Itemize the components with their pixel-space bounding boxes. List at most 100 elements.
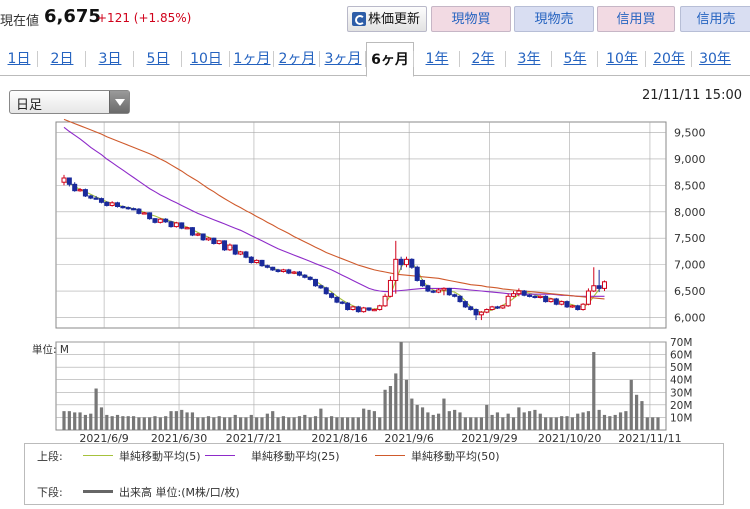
candle-body bbox=[216, 240, 222, 244]
cash-sell-button[interactable]: 現物売 bbox=[514, 6, 594, 32]
margin-buy-button[interactable]: 信用買 bbox=[597, 6, 675, 32]
candle-body bbox=[345, 302, 351, 311]
volume-bar bbox=[463, 417, 467, 430]
candle-body bbox=[452, 294, 458, 297]
period-tab-8[interactable]: 6ヶ月 bbox=[366, 42, 414, 77]
candle-body bbox=[585, 290, 591, 305]
price-plot-frame bbox=[55, 121, 667, 329]
period-tab-12[interactable]: 5年 bbox=[563, 51, 587, 67]
volume-bar bbox=[287, 417, 291, 430]
candle-body bbox=[527, 294, 533, 297]
candle-body bbox=[371, 309, 377, 312]
volume-bar bbox=[180, 409, 184, 430]
candle-body bbox=[329, 293, 335, 298]
volume-tick-label: 40M bbox=[670, 375, 692, 387]
candle-body bbox=[548, 298, 554, 303]
volume-bar bbox=[495, 412, 500, 430]
refresh-price-button[interactable]: 株価更新 bbox=[347, 6, 427, 32]
volume-bar bbox=[570, 417, 574, 430]
volume-bar bbox=[560, 416, 564, 430]
candle-body bbox=[489, 306, 495, 311]
candle-body bbox=[355, 306, 361, 313]
period-tab-2[interactable]: 3日 bbox=[98, 51, 122, 67]
period-tab-7[interactable]: 3ヶ月 bbox=[324, 51, 362, 67]
volume-tick-label: 30M bbox=[670, 387, 692, 399]
candle-body bbox=[163, 218, 169, 223]
candle-body bbox=[543, 295, 549, 303]
candle-body bbox=[505, 295, 511, 307]
current-price-label: 現在値 bbox=[0, 14, 40, 29]
period-tab-6[interactable]: 2ヶ月 bbox=[278, 51, 316, 67]
period-tab-9[interactable]: 1年 bbox=[425, 51, 449, 67]
volume-bar bbox=[276, 417, 280, 430]
candle-body bbox=[259, 259, 265, 267]
candle-body bbox=[532, 295, 538, 299]
candle-body bbox=[436, 289, 442, 293]
x-tick-label: 2021/7/21 bbox=[226, 432, 282, 445]
cash-buy-button[interactable]: 現物買 bbox=[431, 6, 511, 32]
volume-bar bbox=[383, 389, 387, 430]
volume-tick-label: 60M bbox=[670, 350, 692, 362]
volume-bar bbox=[415, 404, 419, 430]
volume-bar bbox=[388, 386, 393, 430]
period-tab-5[interactable]: 1ヶ月 bbox=[233, 51, 271, 67]
volume-bar bbox=[618, 412, 623, 430]
period-divider bbox=[319, 51, 320, 67]
candle-body bbox=[334, 296, 340, 303]
candle-body bbox=[313, 278, 319, 287]
period-tab-11[interactable]: 3年 bbox=[517, 51, 541, 67]
period-tab-15[interactable]: 30年 bbox=[699, 51, 731, 67]
chart-timestamp: 21/11/11 15:00 bbox=[642, 88, 742, 103]
volume-bar bbox=[158, 417, 162, 430]
period-tab-1[interactable]: 2日 bbox=[50, 51, 74, 67]
candle-body bbox=[484, 309, 490, 313]
candle-body bbox=[377, 305, 383, 311]
candle-body bbox=[270, 266, 276, 271]
quote-header: 現在値 6,675 +121 (+1.85%) 株価更新 現物買 現物売 信用買… bbox=[0, 0, 750, 38]
interval-select[interactable]: 日足 bbox=[9, 90, 130, 114]
candle-body bbox=[339, 301, 345, 304]
period-tabs: 1日 2日 3日 5日 10日 1ヶ月 2ヶ月 3ヶ月 6ヶ月 1年 2年 3年 5年 10年 20年 30年 bbox=[0, 42, 750, 77]
period-tab-0[interactable]: 1日 bbox=[7, 51, 31, 67]
candle-body bbox=[243, 251, 249, 258]
period-tab-3[interactable]: 5日 bbox=[146, 51, 170, 67]
candle-body bbox=[478, 311, 484, 316]
period-divider bbox=[37, 51, 38, 67]
volume-bar bbox=[169, 411, 173, 430]
period-divider bbox=[229, 51, 230, 67]
volume-bar bbox=[131, 416, 136, 430]
candle-body bbox=[500, 305, 506, 309]
volume-bar bbox=[126, 416, 130, 430]
volume-bar bbox=[394, 373, 398, 430]
x-tick-label: 2021/9/29 bbox=[461, 432, 517, 445]
period-tab-4[interactable]: 10日 bbox=[190, 51, 222, 67]
period-tab-14[interactable]: 20年 bbox=[653, 51, 685, 67]
volume-bar bbox=[538, 413, 542, 430]
candle-body bbox=[393, 258, 399, 281]
candle-body bbox=[264, 265, 270, 268]
volume-bar bbox=[238, 417, 243, 430]
candle-body bbox=[441, 287, 447, 291]
volume-bar bbox=[62, 411, 66, 430]
candle-body bbox=[291, 271, 297, 274]
volume-bar bbox=[645, 417, 649, 430]
candle-body bbox=[77, 189, 83, 192]
volume-bar bbox=[115, 414, 120, 430]
period-tab-10[interactable]: 2年 bbox=[471, 51, 495, 67]
volume-bar bbox=[228, 417, 232, 430]
volume-bar bbox=[340, 417, 344, 430]
candle-body bbox=[147, 212, 153, 220]
candle-body bbox=[222, 240, 228, 251]
margin-sell-button[interactable]: 信用売 bbox=[680, 6, 750, 32]
volume-bar bbox=[99, 407, 104, 430]
volume-bar bbox=[265, 413, 269, 430]
period-tab-13[interactable]: 10年 bbox=[606, 51, 638, 67]
volume-bar bbox=[629, 379, 633, 430]
volume-bar bbox=[458, 412, 462, 430]
volume-bar bbox=[351, 417, 355, 430]
chevron-down-icon bbox=[109, 91, 129, 113]
candle-body bbox=[280, 269, 286, 272]
volume-tick-label: 70M bbox=[670, 337, 692, 349]
volume-bar bbox=[110, 416, 114, 430]
candle-body bbox=[414, 266, 420, 281]
